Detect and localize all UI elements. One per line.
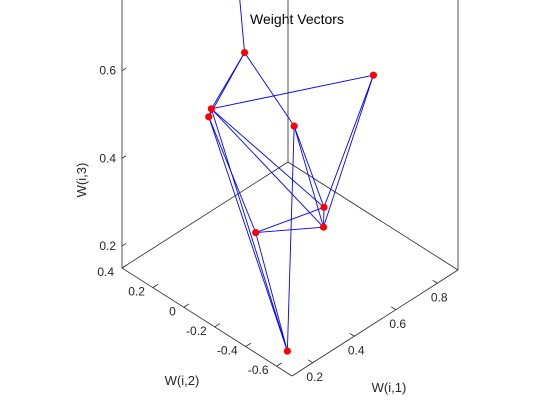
box-floor-back-right xyxy=(287,161,459,271)
z-tick-mark xyxy=(121,67,127,72)
weight-point xyxy=(252,228,260,237)
x-tick-label: 0.6 xyxy=(389,317,406,331)
weight-point xyxy=(283,347,291,355)
x-tick-mark xyxy=(349,332,355,337)
z-tick-mark xyxy=(121,243,127,247)
x-axis-label: W(i,1) xyxy=(372,380,407,395)
y-tick-label: -0.2 xyxy=(186,324,207,338)
y-tick-label: 0.2 xyxy=(128,285,145,299)
weight-link xyxy=(208,116,257,233)
z-tick-label: 0.6 xyxy=(99,64,116,78)
y-tick-label: 0 xyxy=(169,304,176,318)
z-tick-mark xyxy=(121,155,127,159)
axes-box xyxy=(121,0,459,377)
y-tick-mark xyxy=(276,362,282,367)
weight-link xyxy=(323,75,374,228)
x-tick-mark xyxy=(390,306,396,311)
box-floor-back-left xyxy=(121,161,289,269)
weight-link xyxy=(211,108,324,228)
x-tick-mark xyxy=(307,359,313,364)
weight-link xyxy=(208,116,288,352)
connection-lines xyxy=(208,0,374,352)
x-tick-label: 0.2 xyxy=(306,370,323,384)
x-tick-mark xyxy=(432,279,438,284)
chart-title: Weight Vectors xyxy=(250,11,344,27)
weight-point xyxy=(207,105,215,113)
x-axis-line xyxy=(291,269,459,377)
weight-link xyxy=(210,108,288,352)
axis-ticks: 0.2 0.4 0.6 0.8 -0.6 -0.4 -0.2 0 0.2 0.4 0.2 0.4 0.6… xyxy=(97,64,448,384)
z-tick-label: 0.2 xyxy=(99,239,116,253)
y-tick-label: -0.4 xyxy=(217,344,238,358)
weight-link xyxy=(211,108,325,208)
y-tick-mark xyxy=(183,303,190,308)
z-tick-label: 0.4 xyxy=(99,151,116,165)
weight-link xyxy=(293,125,325,208)
y-axis-label: W(i,2) xyxy=(165,373,200,388)
weight-markers xyxy=(205,48,377,355)
weight-link xyxy=(255,232,288,352)
y-tick-mark xyxy=(152,283,159,288)
weight-point xyxy=(290,122,298,130)
y-tick-mark xyxy=(214,323,221,328)
weight-point xyxy=(319,223,328,231)
weight-point xyxy=(240,48,249,57)
weight-link xyxy=(293,125,324,228)
weight-link xyxy=(211,74,374,110)
weight-link xyxy=(286,126,295,352)
x-tick-label: 0.8 xyxy=(431,290,448,304)
weight-link xyxy=(323,75,374,208)
weight-link xyxy=(208,52,245,118)
weight-point xyxy=(205,113,213,121)
z-axis-label: W(i,3) xyxy=(74,163,89,198)
y-axis-line xyxy=(121,267,293,377)
weight-link xyxy=(239,0,246,53)
weight-link xyxy=(255,226,324,234)
weight-link xyxy=(244,52,295,127)
y-tick-label: -0.6 xyxy=(248,363,269,377)
y-tick-mark xyxy=(121,264,128,269)
y-tick-label: 0.4 xyxy=(97,265,114,279)
weight-point xyxy=(320,203,328,211)
weight-point xyxy=(369,71,377,79)
y-tick-mark xyxy=(245,342,252,347)
x-tick-label: 0.4 xyxy=(348,343,365,357)
weight-link xyxy=(255,206,325,233)
